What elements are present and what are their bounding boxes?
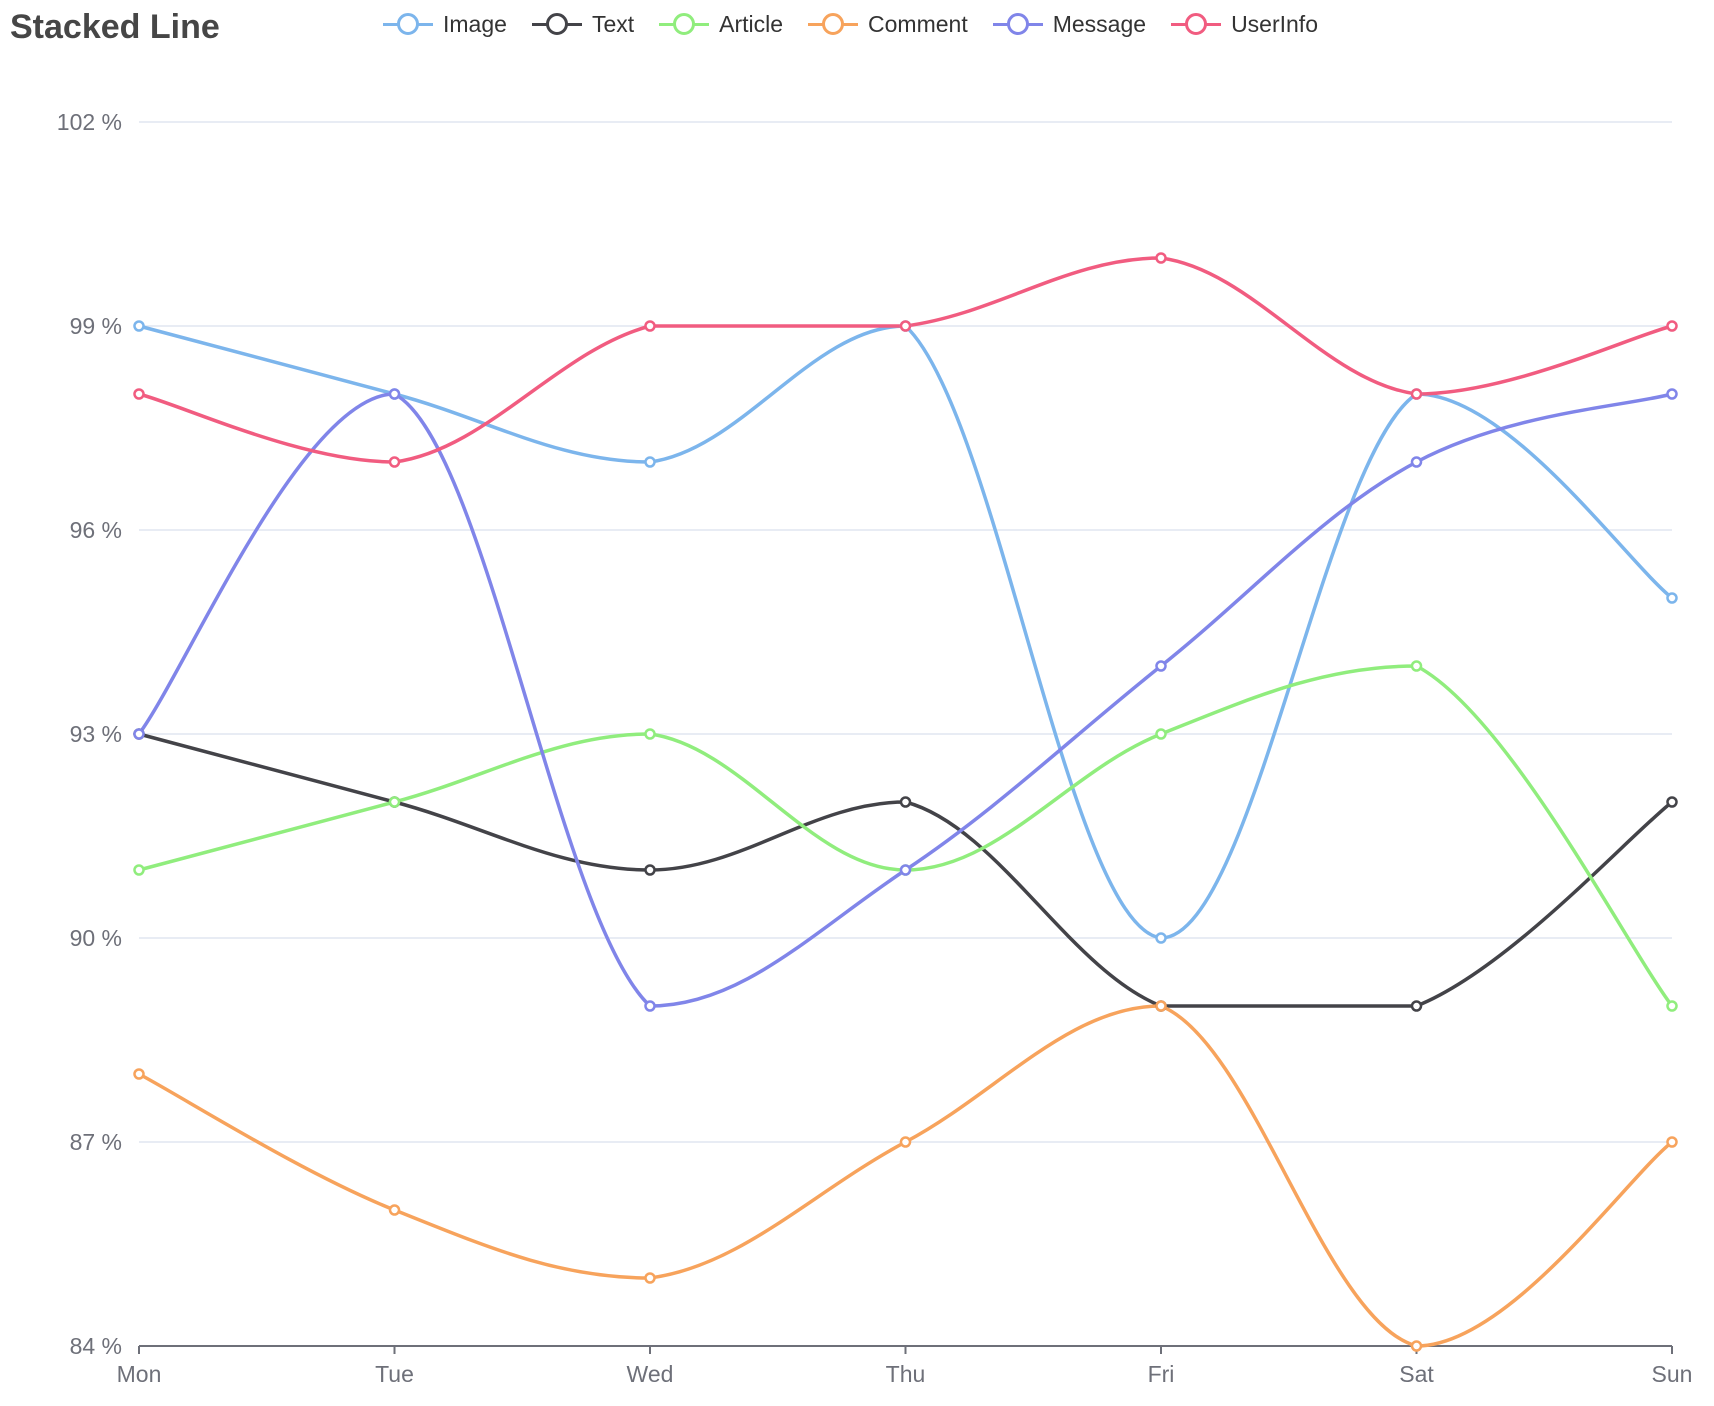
legend-marker xyxy=(545,13,568,35)
data-point-article xyxy=(133,864,145,876)
legend: Image Text Article Comment Message UserI… xyxy=(383,8,1343,40)
legend-item-image[interactable]: Image xyxy=(383,11,507,38)
data-point-message xyxy=(1155,660,1167,672)
y-tick-label: 96 % xyxy=(70,517,122,543)
legend-marker xyxy=(397,13,419,35)
data-point-image xyxy=(133,320,145,332)
data-point-article xyxy=(1666,1000,1678,1012)
data-point-comment xyxy=(644,1272,656,1284)
x-tick-label: Wed xyxy=(627,1361,674,1387)
data-point-message xyxy=(1410,456,1423,468)
data-point-image xyxy=(644,456,656,468)
data-point-message xyxy=(644,1000,656,1012)
data-point-userinfo xyxy=(899,320,912,332)
y-tick-label: 90 % xyxy=(70,925,122,951)
data-point-article xyxy=(1410,660,1423,672)
legend-marker xyxy=(1006,13,1029,35)
series-line-comment xyxy=(138,1004,1674,1348)
legend-marker xyxy=(673,13,696,35)
data-point-comment xyxy=(899,1136,912,1148)
data-point-message xyxy=(388,388,401,400)
chart-title: Stacked Line xyxy=(10,8,220,46)
data-point-comment xyxy=(133,1068,145,1080)
legend-label: Article xyxy=(719,10,784,37)
data-point-userinfo xyxy=(1155,252,1167,264)
data-point-comment xyxy=(388,1204,401,1216)
x-tick-label: Thu xyxy=(886,1361,926,1387)
y-tick-label: 102 % xyxy=(57,109,122,135)
legend-swatch-article xyxy=(659,12,710,36)
legend-item-text[interactable]: Text xyxy=(531,10,635,38)
series-line-image xyxy=(138,324,1674,940)
data-point-text xyxy=(1410,1000,1423,1012)
y-tick-label: 99 % xyxy=(70,313,122,339)
data-point-article xyxy=(388,796,401,808)
legend-swatch-text xyxy=(531,12,582,36)
legend-item-userinfo[interactable]: UserInfo xyxy=(1171,11,1318,38)
data-point-article xyxy=(1155,728,1167,740)
series-line-article xyxy=(138,664,1674,1008)
legend-label: Comment xyxy=(868,10,968,37)
legend-item-comment[interactable]: Comment xyxy=(808,11,968,38)
legend-marker xyxy=(1185,13,1208,35)
data-point-userinfo xyxy=(644,320,656,332)
legend-item-article[interactable]: Article xyxy=(659,11,783,38)
data-point-text xyxy=(644,864,656,876)
data-point-text xyxy=(899,796,912,808)
data-point-image xyxy=(1666,592,1678,604)
data-point-image xyxy=(1155,932,1167,944)
legend-item-message[interactable]: Message xyxy=(992,10,1147,38)
y-tick-label: 93 % xyxy=(70,721,122,747)
legend-label: UserInfo xyxy=(1231,10,1318,37)
data-point-userinfo xyxy=(1666,320,1678,332)
data-point-comment xyxy=(1666,1136,1678,1148)
data-point-comment xyxy=(1155,1000,1167,1012)
data-point-userinfo xyxy=(133,388,145,400)
x-tick-label: Mon xyxy=(117,1361,162,1387)
data-point-message xyxy=(133,728,145,740)
legend-label: Message xyxy=(1052,10,1147,37)
data-point-text xyxy=(1666,796,1678,808)
data-point-article xyxy=(644,728,656,740)
data-point-comment xyxy=(1410,1340,1423,1352)
legend-swatch-comment xyxy=(808,12,859,36)
data-point-message xyxy=(899,864,912,876)
legend-label: Image xyxy=(443,10,507,37)
data-point-userinfo xyxy=(1410,388,1423,400)
legend-marker xyxy=(822,13,845,35)
x-tick-label: Sun xyxy=(1652,1361,1693,1387)
legend-swatch-image xyxy=(383,12,433,36)
x-tick-label: Tue xyxy=(375,1361,414,1387)
legend-swatch-userinfo xyxy=(1171,12,1222,36)
x-tick-label: Fri xyxy=(1148,1361,1175,1387)
x-tick-label: Sat xyxy=(1399,1361,1434,1387)
y-tick-label: 84 % xyxy=(70,1333,122,1359)
legend-swatch-message xyxy=(992,12,1043,36)
data-point-message xyxy=(1666,388,1678,400)
series-line-userinfo xyxy=(138,256,1673,464)
y-tick-label: 87 % xyxy=(70,1129,122,1155)
series-line-message xyxy=(137,392,1673,1008)
data-point-userinfo xyxy=(388,456,401,468)
legend-label: Text xyxy=(591,10,635,37)
